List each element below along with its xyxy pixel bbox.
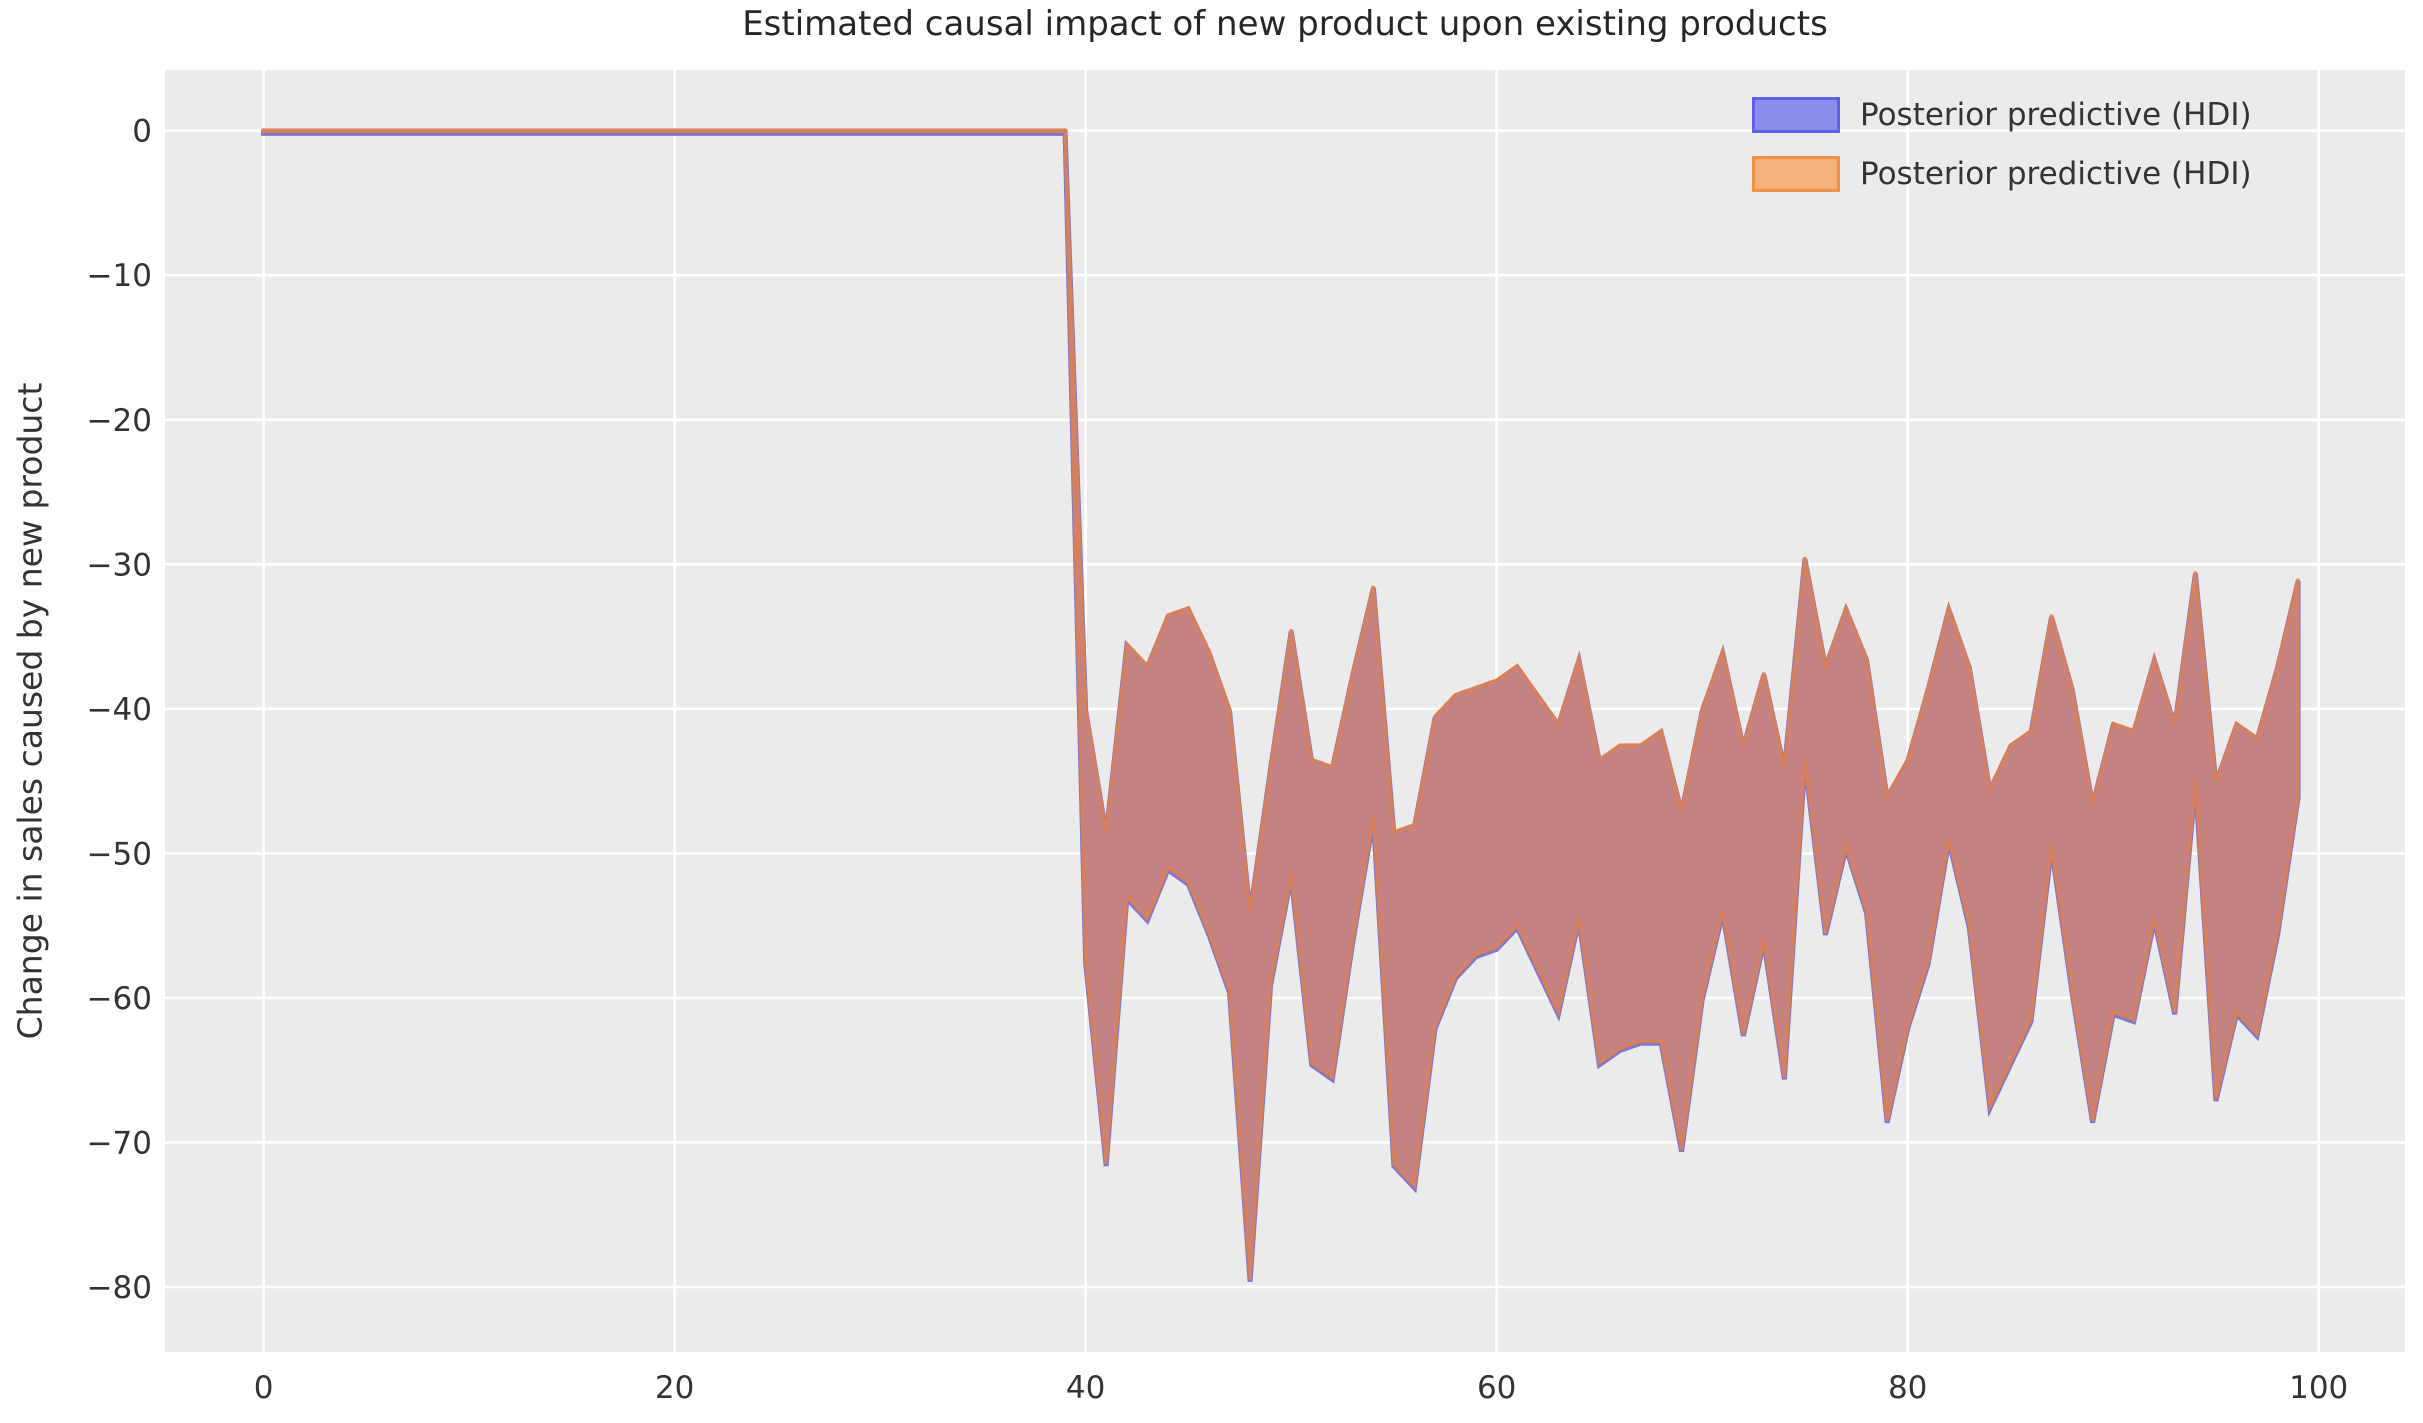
y-tick-label: −70	[87, 1125, 152, 1161]
x-tick-label: 40	[1066, 1370, 1105, 1406]
x-tick-label: 60	[1477, 1370, 1516, 1406]
legend-swatch-blue	[1752, 97, 1840, 133]
legend-item-posterior-blue: Posterior predictive (HDI)	[1752, 92, 2252, 138]
y-tick-label: −30	[87, 547, 152, 583]
y-tick-label: −60	[87, 981, 152, 1017]
legend-item-posterior-orange: Posterior predictive (HDI)	[1752, 151, 2252, 197]
y-tick-label: −10	[87, 258, 152, 294]
legend: Posterior predictive (HDI) Posterior pre…	[1752, 92, 2252, 210]
x-tick-label: 100	[2289, 1370, 2348, 1406]
y-tick-label: 0	[132, 114, 152, 150]
legend-label: Posterior predictive (HDI)	[1860, 156, 2252, 192]
legend-swatch-orange	[1752, 156, 1840, 192]
y-axis-label: Change in sales caused by new product	[10, 382, 50, 1040]
hdi-band	[262, 128, 2300, 1280]
y-tick-label: −50	[87, 836, 152, 872]
legend-label: Posterior predictive (HDI)	[1860, 97, 2252, 133]
x-tick-label: 0	[254, 1370, 274, 1406]
y-tick-label: −80	[87, 1270, 152, 1306]
y-tick-label: −20	[87, 403, 152, 439]
x-tick-label: 20	[655, 1370, 694, 1406]
chart-title: Estimated causal impact of new product u…	[742, 4, 1828, 44]
x-tick-label: 80	[1888, 1370, 1927, 1406]
y-tick-label: −40	[87, 692, 152, 728]
